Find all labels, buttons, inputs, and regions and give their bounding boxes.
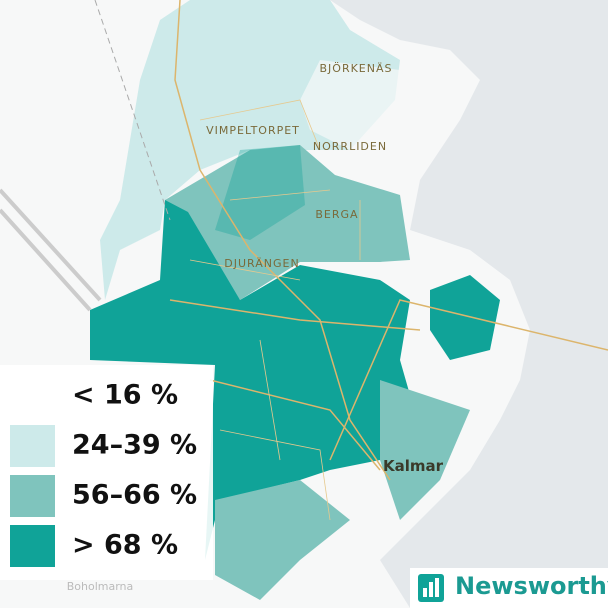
- place-label: BJÖRKENÄS: [320, 62, 393, 75]
- legend-swatch: [10, 425, 55, 467]
- place-label: BERGA: [315, 208, 358, 221]
- brand-icon: [429, 582, 433, 597]
- brand-icon: [423, 588, 427, 597]
- road: [189, 99, 361, 521]
- brand: Newsworthy: [455, 572, 608, 600]
- region: [300, 60, 420, 150]
- legend-label: 56–66 %: [72, 480, 197, 511]
- region: [430, 275, 500, 360]
- place-label: NORRLIDEN: [313, 140, 387, 153]
- road: [209, 379, 381, 471]
- place-label: DJURÄNGEN: [224, 257, 299, 270]
- legend-swatch: [10, 475, 55, 517]
- place-label: Boholmarna: [67, 580, 134, 593]
- region: [215, 480, 350, 600]
- border: [94, 0, 171, 221]
- road: [174, 0, 391, 481]
- road: [169, 299, 421, 331]
- road: [329, 299, 608, 461]
- region: [165, 145, 410, 300]
- legend-label: < 16 %: [72, 380, 178, 411]
- region: [90, 200, 420, 560]
- legend-label: 24–39 %: [72, 430, 197, 461]
- legend-swatch: [10, 375, 55, 417]
- legend-label: > 68 %: [72, 530, 178, 561]
- sea: [330, 0, 608, 608]
- brand-icon: [435, 578, 439, 597]
- legend-swatch: [10, 525, 55, 567]
- place-label: VIMPELTORPET: [206, 124, 300, 137]
- region: [380, 380, 470, 520]
- runway: [0, 188, 102, 312]
- region: [215, 145, 305, 240]
- place-label: Kalmar: [383, 457, 444, 475]
